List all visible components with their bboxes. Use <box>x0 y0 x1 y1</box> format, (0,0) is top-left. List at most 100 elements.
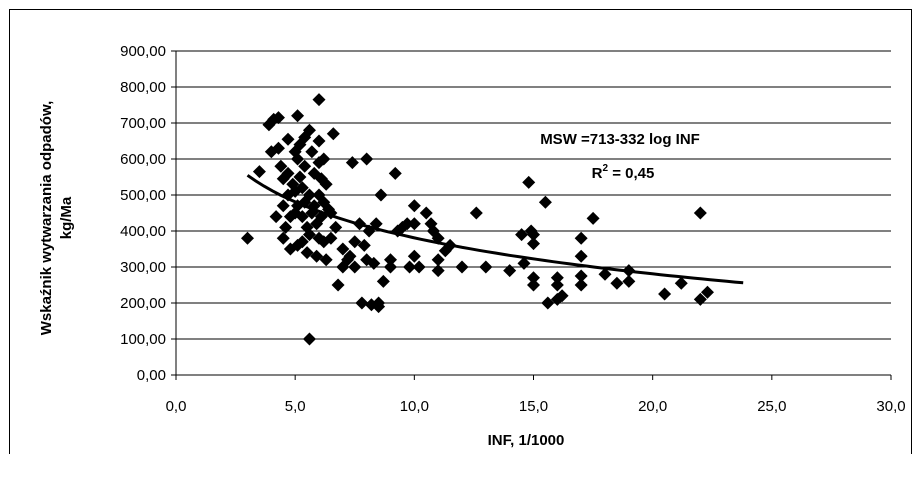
data-point <box>279 220 293 234</box>
data-point <box>353 217 367 231</box>
y-tick-label: 900,00 <box>120 43 166 60</box>
data-point <box>295 210 309 224</box>
data-point <box>555 289 569 303</box>
data-point <box>269 210 283 224</box>
data-point <box>281 166 295 180</box>
data-point <box>312 134 326 148</box>
data-point <box>693 206 707 220</box>
data-points <box>241 93 714 346</box>
data-point <box>431 231 445 245</box>
data-point <box>345 156 359 170</box>
tick-labels: 0,00 100,00 200,00 300,00 400,00 500,00 600,00… <box>120 43 905 415</box>
data-point <box>372 300 386 314</box>
data-point <box>274 159 288 173</box>
y-tick-label: 100,00 <box>120 331 166 348</box>
data-point <box>317 152 331 166</box>
data-point <box>324 206 338 220</box>
x-tick-label: 30,0 <box>876 398 905 415</box>
data-point <box>700 285 714 299</box>
data-point <box>622 274 636 288</box>
data-point <box>291 152 305 166</box>
r-squared-value: = 0,45 <box>608 165 654 182</box>
data-point <box>574 269 588 283</box>
data-point <box>336 242 350 256</box>
data-point <box>527 278 540 292</box>
data-point <box>319 177 333 191</box>
data-point <box>522 175 536 189</box>
data-point <box>343 249 357 263</box>
data-point <box>400 217 414 231</box>
data-point <box>586 211 600 225</box>
y-axis-title-line1: Wskaźnik wytwarzania odpadów, <box>38 101 55 336</box>
data-point <box>302 188 316 202</box>
data-point <box>407 249 421 263</box>
r-squared-r: R <box>592 165 603 182</box>
data-point <box>443 238 457 252</box>
y-tick-label: 0,00 <box>137 367 166 384</box>
data-point <box>550 271 564 285</box>
y-tick-label: 800,00 <box>120 79 166 96</box>
y-tick-label: 600,00 <box>120 151 166 168</box>
data-point <box>610 276 624 290</box>
data-point <box>527 228 540 242</box>
data-point <box>479 260 493 274</box>
data-point <box>276 231 290 245</box>
data-point <box>329 220 343 234</box>
data-point <box>374 188 388 202</box>
x-tick-label: 5,0 <box>285 398 306 415</box>
data-point <box>693 292 707 306</box>
data-point <box>348 235 362 249</box>
data-point <box>574 249 588 263</box>
data-point <box>357 238 371 252</box>
data-point <box>307 199 321 213</box>
data-point <box>291 109 305 123</box>
y-tick-label: 500,00 <box>120 187 166 204</box>
data-point <box>388 166 402 180</box>
data-point <box>384 253 397 267</box>
data-point <box>622 264 636 278</box>
data-point <box>324 231 338 245</box>
data-point <box>271 141 285 155</box>
data-point <box>658 287 672 301</box>
x-tick-label: 15,0 <box>519 398 548 415</box>
data-point <box>295 235 309 249</box>
gridlines <box>176 50 891 340</box>
data-point <box>300 246 314 260</box>
data-point <box>302 228 316 242</box>
data-point <box>419 206 433 220</box>
data-point <box>455 260 469 274</box>
r-squared-label: R2 = 0,45 <box>592 163 655 182</box>
data-point <box>517 256 531 270</box>
x-tick-label: 25,0 <box>757 398 786 415</box>
r-squared-sup: 2 <box>602 163 608 174</box>
data-point <box>295 181 309 195</box>
data-point <box>348 260 362 274</box>
x-tick-label: 0,0 <box>166 398 187 415</box>
data-point <box>403 260 417 274</box>
data-point <box>384 260 397 274</box>
equation-label: MSW =713-332 log INF <box>540 131 700 148</box>
data-point <box>431 264 445 278</box>
data-point <box>550 278 564 292</box>
data-point <box>362 224 376 238</box>
x-tick-label: 10,0 <box>400 398 429 415</box>
data-point <box>503 264 517 278</box>
data-point <box>281 132 295 146</box>
data-point <box>298 159 312 173</box>
data-point <box>326 127 340 141</box>
data-point <box>314 210 328 224</box>
data-point <box>538 195 552 209</box>
data-point <box>598 267 612 281</box>
y-tick-label: 700,00 <box>120 115 166 132</box>
data-point <box>574 231 588 245</box>
y-tick-label: 400,00 <box>120 223 166 240</box>
data-point <box>515 228 529 242</box>
y-tick-label: 300,00 <box>120 259 166 276</box>
data-point <box>407 217 421 231</box>
data-point <box>305 145 319 159</box>
data-point <box>527 271 540 285</box>
data-point <box>331 278 345 292</box>
data-point <box>310 249 324 263</box>
data-point <box>431 253 445 267</box>
